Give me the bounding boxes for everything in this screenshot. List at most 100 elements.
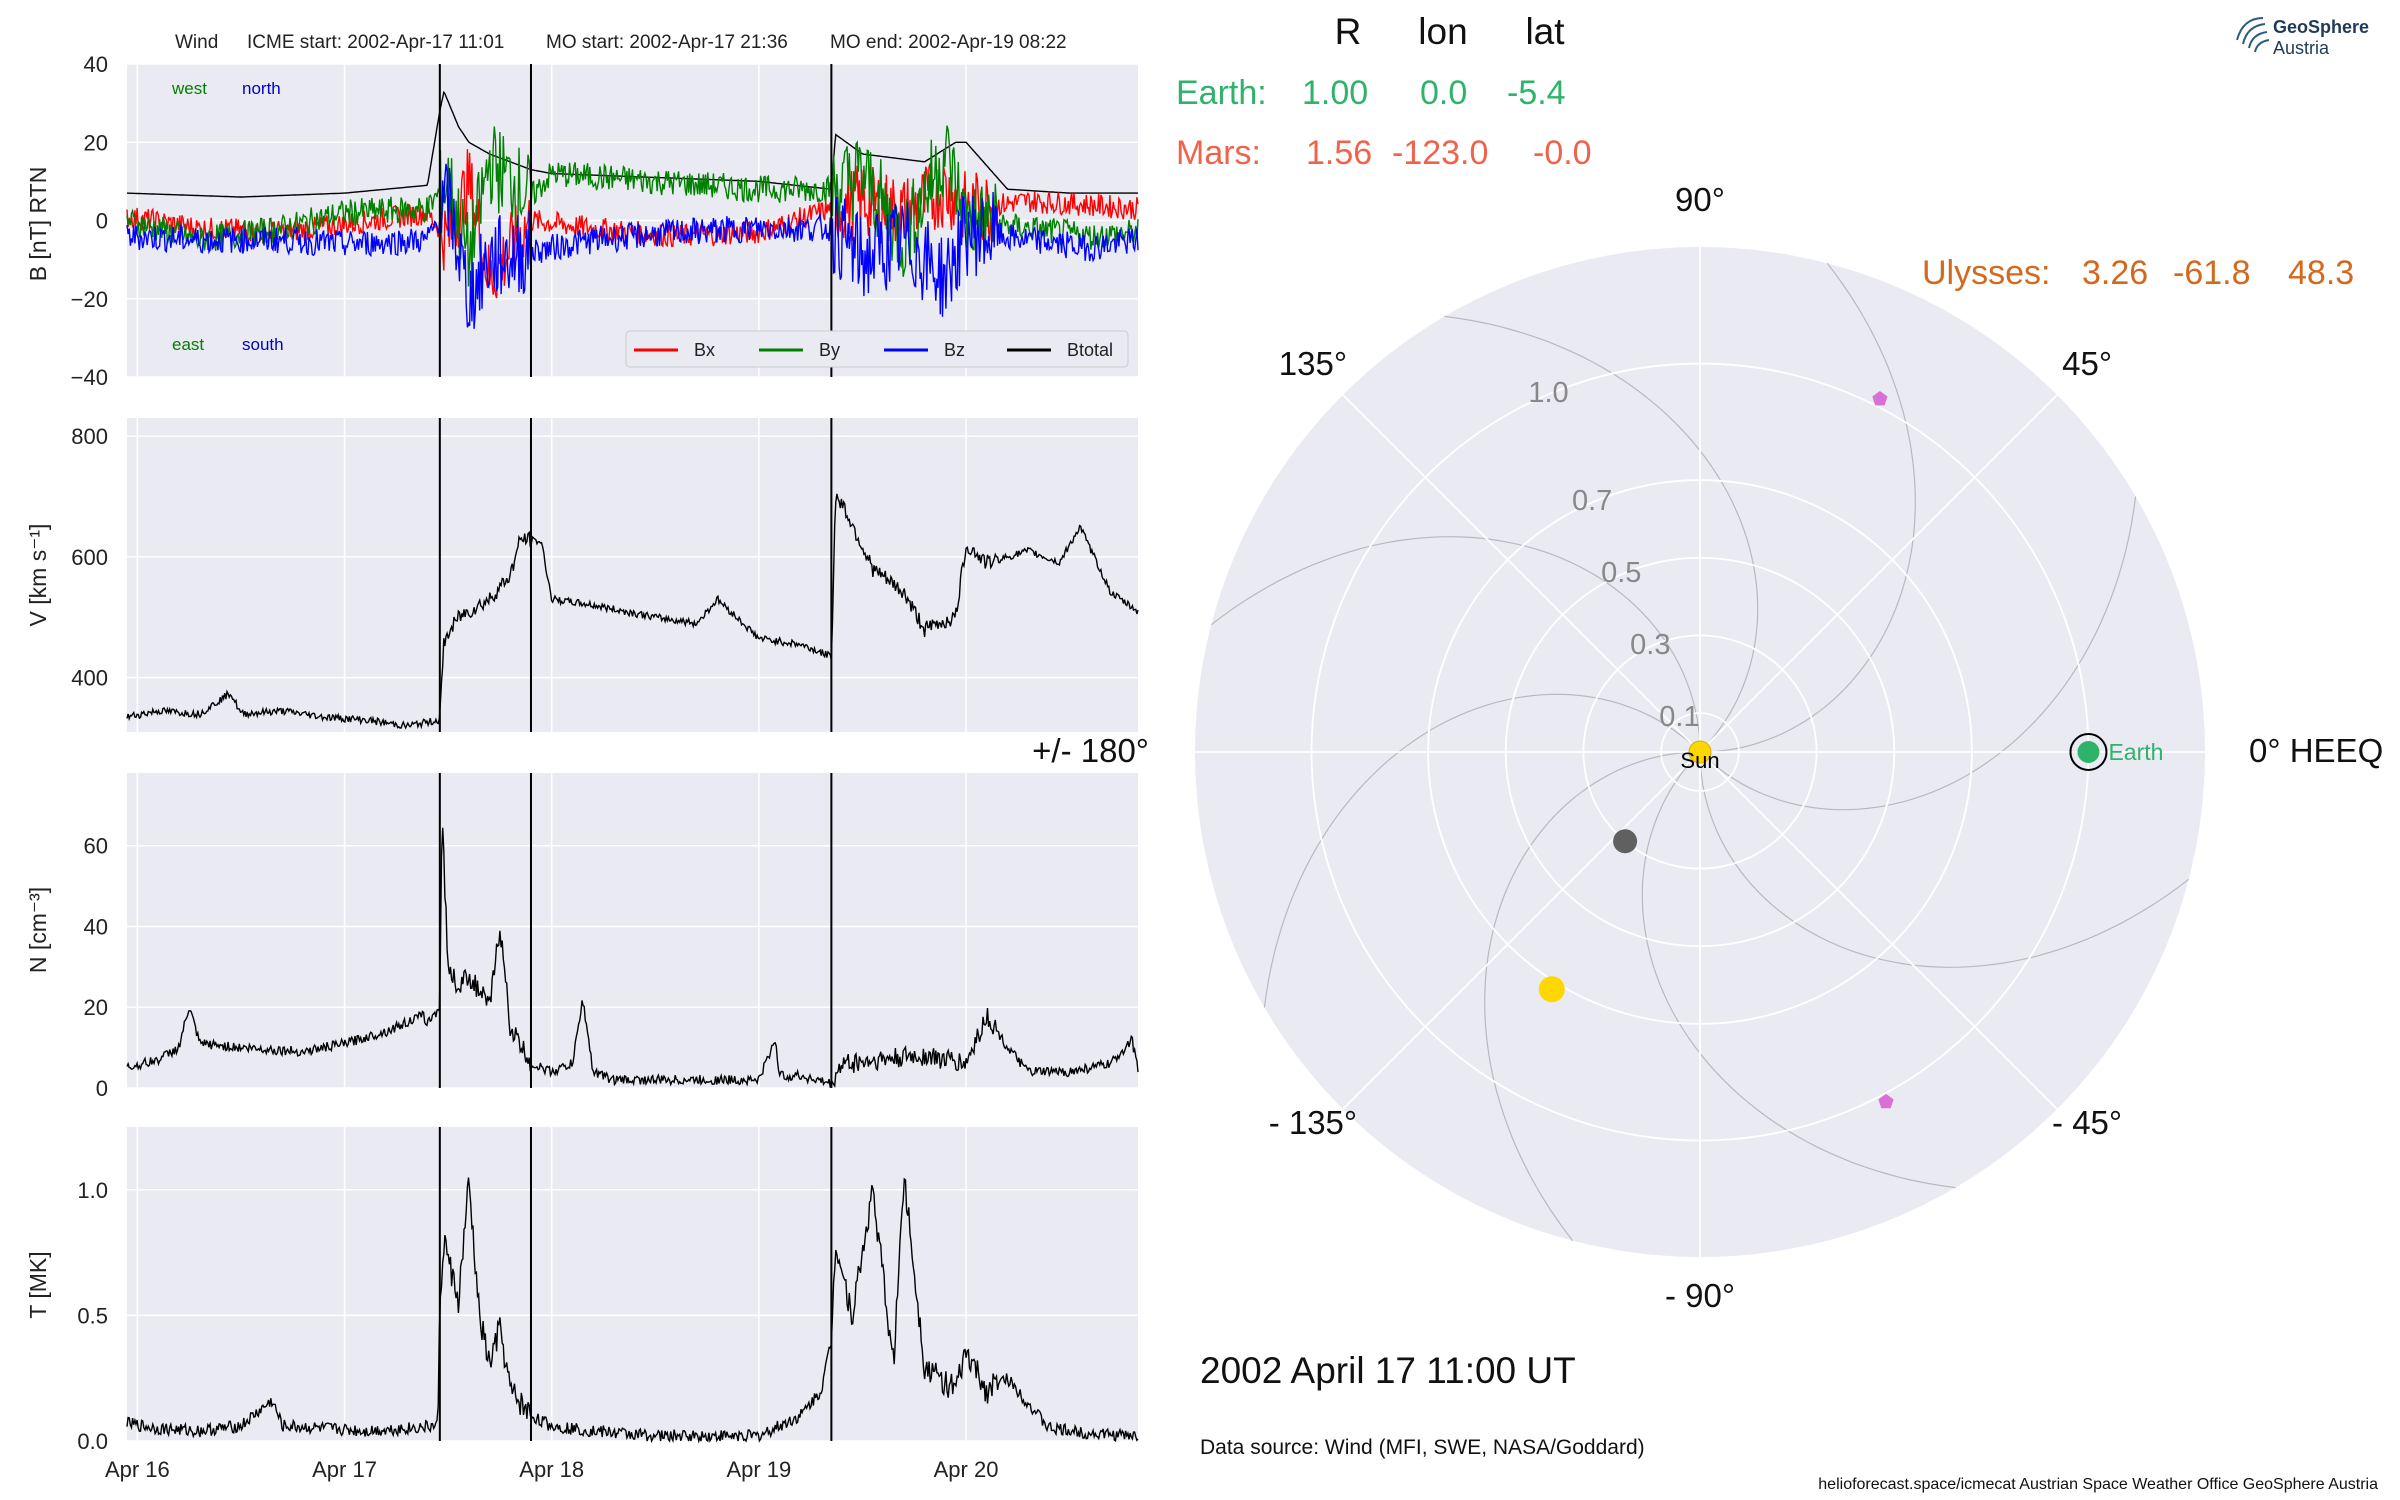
y-tick-label: 600 — [71, 545, 108, 570]
spiral-line — [1699, 751, 2190, 968]
legend-bz: Bz — [944, 340, 965, 360]
geosphere-logo: GeoSphere Austria — [2236, 17, 2369, 58]
temperature-panel: 0.0 0.5 1.0 — [77, 1127, 1139, 1454]
angle-label: 45° — [2062, 345, 2112, 382]
spiral-line — [1263, 693, 1701, 1008]
series-line-by — [126, 125, 1139, 287]
logo-icon — [2236, 17, 2270, 53]
panel-background — [127, 418, 1138, 732]
angle-label: - 45° — [2052, 1104, 2122, 1141]
angle-label: 90° — [1675, 181, 1725, 218]
spiral-line — [1444, 315, 1759, 753]
north-label: north — [242, 79, 281, 98]
series-line-v — [126, 493, 1139, 730]
legend-bx: Bx — [694, 340, 715, 360]
spiral-line — [1699, 496, 2137, 811]
ring-label: 0.5 — [1601, 557, 1641, 589]
y-tick-label: 800 — [71, 424, 108, 449]
angle-spoke — [1342, 394, 1701, 753]
ylabel-b: B [nT] RTN — [25, 167, 51, 282]
y-tick-label: 0 — [96, 1076, 108, 1101]
earth-orbit-ring — [2069, 733, 2108, 771]
series-line-t — [126, 1177, 1139, 1444]
ring-label: 0.3 — [1630, 629, 1670, 661]
y-tick-label: 400 — [71, 666, 108, 691]
magnetic-field-panel: −40 −20 0 20 40 — [71, 52, 1139, 390]
parker-spirals — [1210, 262, 2190, 1242]
col-r: R — [1335, 11, 1362, 52]
x-tick-label: Apr 16 — [105, 1457, 170, 1482]
earth-marker — [2077, 741, 2100, 763]
ylabel-n: N [cm⁻³] — [25, 887, 51, 973]
ulysses-name: Ulysses: — [1922, 254, 2050, 292]
ulysses-lon: -61.8 — [2173, 254, 2251, 292]
angle-spoke — [1699, 394, 2058, 753]
spiral-line — [1699, 262, 1916, 753]
data-source: Data source: Wind (MFI, SWE, NASA/Goddar… — [1200, 1436, 1645, 1459]
earth-name: Earth: — [1176, 74, 1267, 112]
legend-btotal: Btotal — [1067, 340, 1113, 360]
x-tick-label: Apr 17 — [312, 1457, 377, 1482]
y-tick-label: 20 — [84, 130, 108, 155]
y-tick-label: 0.5 — [77, 1303, 108, 1328]
polar-plot: 0.1 0.3 0.5 0.7 1.0 90° 45° 0° HEEQ - 45° - 90° - … — [1032, 181, 2383, 1314]
angle-label: - 90° — [1665, 1277, 1735, 1314]
earth-r: 1.00 — [1302, 74, 1368, 112]
ylabel-t: T [MK] — [25, 1251, 51, 1318]
y-tick-label: 0.0 — [77, 1429, 108, 1454]
ring-label: 1.0 — [1528, 377, 1568, 409]
ulysses-lat: 48.3 — [2288, 254, 2354, 292]
y-tick-label: −40 — [71, 365, 108, 390]
ring-label: 0.7 — [1572, 485, 1612, 517]
angle-label: +/- 180° — [1032, 732, 1149, 769]
logo-line1: GeoSphere — [2273, 17, 2369, 37]
pentagon-marker — [1878, 1093, 1894, 1109]
ylabel-v: V [km s⁻¹] — [25, 524, 51, 627]
speed-panel: 400 600 800 — [71, 418, 1139, 732]
density-panel: 0 20 40 60 — [84, 773, 1139, 1101]
earth-lon: 0.0 — [1420, 74, 1467, 112]
position-table: R lon lat Earth: 1.00 0.0 -5.4 Mars: 1.5… — [1176, 11, 2354, 292]
angle-label: 135° — [1279, 345, 1347, 382]
spiral-line — [1210, 536, 1701, 753]
ulysses-r: 3.26 — [2082, 254, 2148, 292]
x-tick-label: Apr 20 — [934, 1457, 999, 1482]
legend-by: By — [819, 340, 840, 360]
logo-line2: Austria — [2273, 38, 2330, 58]
footer-credits: helioforecast.space/icmecat Austrian Spa… — [1818, 1476, 2378, 1493]
spiral-line — [1484, 751, 1701, 1242]
sun-label: Sun — [1680, 748, 1719, 773]
ring-label: 0.1 — [1659, 701, 1699, 733]
panel-background — [127, 773, 1138, 1088]
mars-lon: -123.0 — [1392, 134, 1488, 172]
mars-name: Mars: — [1176, 134, 1261, 172]
angle-spoke — [1342, 751, 1701, 1110]
y-tick-label: 40 — [84, 52, 108, 77]
date-label: 2002 April 17 11:00 UT — [1200, 1350, 1576, 1391]
x-tick-label: Apr 19 — [726, 1457, 791, 1482]
pentagon-marker — [1872, 391, 1888, 406]
east-label: east — [172, 335, 204, 354]
x-axis-ticks: Apr 16 Apr 17 Apr 18 Apr 19 Apr 20 — [105, 1457, 999, 1482]
mars-r: 1.56 — [1306, 134, 1372, 172]
y-tick-label: 60 — [84, 834, 108, 859]
spacecraft-label: Wind — [175, 32, 218, 53]
angle-spoke — [1699, 751, 2058, 1110]
mo-start-label: MO start: 2002-Apr-17 21:36 — [546, 32, 788, 53]
y-tick-label: −20 — [71, 287, 108, 312]
planet-marker — [1538, 976, 1565, 1003]
mars-lat: -0.0 — [1533, 134, 1592, 172]
col-lon: lon — [1418, 11, 1467, 52]
col-lat: lat — [1525, 11, 1565, 52]
south-label: south — [242, 335, 284, 354]
planet-marker — [1613, 829, 1638, 854]
angle-label: - 135° — [1269, 1104, 1357, 1141]
series-line-n — [126, 827, 1139, 1088]
y-tick-label: 0 — [96, 209, 108, 234]
y-tick-label: 1.0 — [77, 1178, 108, 1203]
series-line-bz — [126, 163, 1139, 329]
sun-marker — [1688, 740, 1712, 764]
legend: Bx By Bz Btotal — [625, 330, 1129, 368]
earth-label: Earth — [2108, 739, 2163, 765]
y-tick-label: 40 — [84, 914, 108, 939]
